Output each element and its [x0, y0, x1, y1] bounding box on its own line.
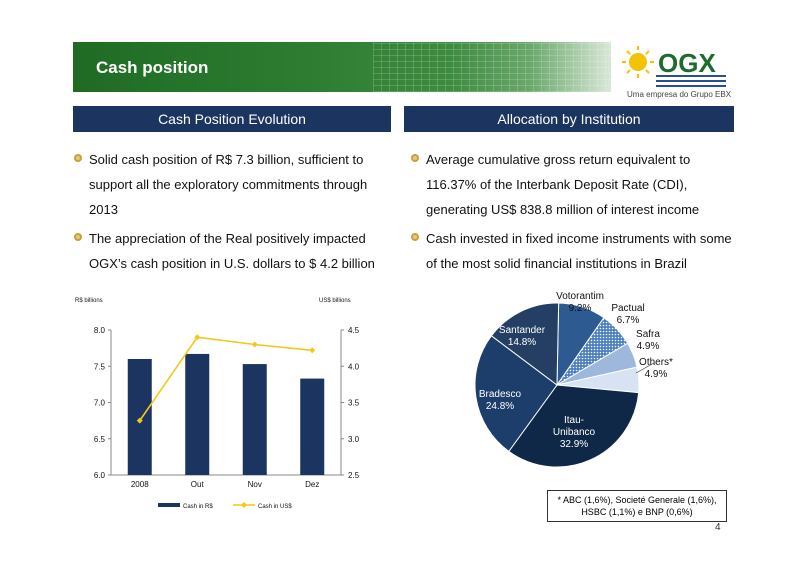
bar	[185, 353, 210, 475]
slice-label: Safra 4.9%	[636, 329, 660, 352]
legend-marker	[241, 502, 247, 508]
y2-tick-label: 3.5	[348, 399, 360, 408]
slice-label: Others* 4.9%	[639, 357, 673, 380]
bullet-text: Cash invested in fixed income instrument…	[426, 231, 732, 271]
y-tick-label: 6.5	[94, 435, 106, 444]
y-tick-label: 7.0	[94, 399, 106, 408]
y2-tick-label: 2.5	[348, 471, 360, 480]
y-tick-label: 6.0	[94, 471, 106, 480]
y-axis-label: R$ billions	[75, 298, 103, 304]
bullet-item: Average cumulative gross return equivale…	[410, 147, 732, 222]
cash-evolution-chart: R$ billions US$ billions 6.0 6.5 7.0 7.5 8.0 2.…	[75, 298, 360, 510]
logo-subtitle: Uma empresa do Grupo EBX	[627, 90, 732, 99]
allocation-pie-chart: Votorantim 9.2% Pactual 6.7%Safra 4.9%Others…	[474, 291, 673, 468]
bullet-icon	[411, 233, 419, 241]
x-tick-label: Nov	[248, 480, 262, 489]
bullet-item: Solid cash position of R$ 7.3 billion, s…	[73, 147, 388, 222]
slice-label-line: Unibanco	[553, 427, 596, 438]
page-title: Cash position	[96, 58, 209, 77]
slice-value: 4.9%	[645, 369, 668, 380]
bullet-list-right: Average cumulative gross return equivale…	[410, 147, 732, 280]
slice-value: 14.8%	[508, 337, 536, 348]
slice-label: Itau-Unibanco 32.9%	[553, 415, 596, 450]
pie-slice	[490, 302, 560, 386]
y2-tick-label: 3.0	[348, 435, 360, 444]
pie-slice	[508, 384, 640, 468]
footnote-line: HSBC (1,1%) e BNP (0,6%)	[581, 507, 693, 517]
line-point	[136, 417, 143, 424]
footnote-line: * ABC (1,6%), Societé Generale (1,6%),	[557, 495, 717, 505]
bullet-list-left: Solid cash position of R$ 7.3 billion, s…	[73, 147, 388, 280]
slice-label-line: Safra	[636, 329, 660, 340]
bullet-icon	[411, 154, 419, 162]
bullet-icon	[74, 233, 82, 241]
slice-value: 24.8%	[486, 401, 514, 412]
slice-label-line: Others*	[639, 357, 673, 368]
slice-label: Pactual 6.7%	[611, 303, 644, 326]
y-tick-label: 8.0	[94, 326, 106, 335]
slice-label: Santander 14.8%	[499, 325, 546, 348]
legend-swatch-bar	[158, 503, 180, 507]
wave-lines	[656, 75, 726, 87]
series-line	[139, 336, 313, 422]
page-number: 4	[715, 522, 721, 533]
slice-value: 32.9%	[560, 439, 588, 450]
line-point	[194, 334, 201, 341]
ogx-logo: OGX	[622, 46, 726, 87]
bullet-item: Cash invested in fixed income instrument…	[410, 226, 732, 276]
footnote: * ABC (1,6%), Societé Generale (1,6%), H…	[547, 490, 727, 522]
slice-label-line: Itau-	[564, 415, 584, 426]
bar	[242, 364, 267, 475]
slice-label: Bradesco 24.8%	[479, 389, 522, 412]
y-tick-label: 7.5	[94, 362, 106, 371]
sun-icon	[622, 46, 654, 78]
section-heading-right: Allocation by Institution	[404, 106, 734, 132]
bullet-text: Average cumulative gross return equivale…	[426, 152, 700, 217]
slice-label: Votorantim 9.2%	[556, 291, 604, 314]
line-point	[251, 341, 258, 348]
section-heading-left: Cash Position Evolution	[73, 106, 391, 132]
x-tick-label: 2008	[131, 480, 149, 489]
slice-value: 6.7%	[617, 315, 640, 326]
y2-tick-label: 4.5	[348, 326, 360, 335]
line-point	[309, 347, 316, 354]
bullet-icon	[74, 154, 82, 162]
slice-label-line: Santander	[499, 325, 546, 336]
legend-label: Cash in R$	[183, 504, 213, 510]
x-tick-label: Dez	[305, 480, 319, 489]
y2-tick-label: 4.0	[348, 362, 360, 371]
logo-wordmark: OGX	[658, 48, 716, 78]
leader-line	[635, 362, 655, 374]
slice-value: 9.2%	[569, 303, 592, 314]
slice-label-line: Bradesco	[479, 389, 522, 400]
slice-label-line: Pactual	[611, 303, 644, 314]
bar	[127, 359, 152, 475]
bullet-text: The appreciation of the Real positively …	[89, 231, 375, 271]
bullet-text: Solid cash position of R$ 7.3 billion, s…	[89, 152, 368, 217]
bullet-item: The appreciation of the Real positively …	[73, 226, 388, 276]
legend-label: Cash in US$	[258, 504, 292, 510]
x-tick-label: Out	[191, 480, 205, 489]
title-bar	[73, 42, 611, 92]
slice-value: 4.9%	[637, 341, 660, 352]
slice-label-line: Votorantim	[556, 291, 604, 302]
bar	[300, 378, 325, 475]
y2-axis-label: US$ billions	[319, 298, 351, 304]
pie-slice	[474, 335, 558, 453]
